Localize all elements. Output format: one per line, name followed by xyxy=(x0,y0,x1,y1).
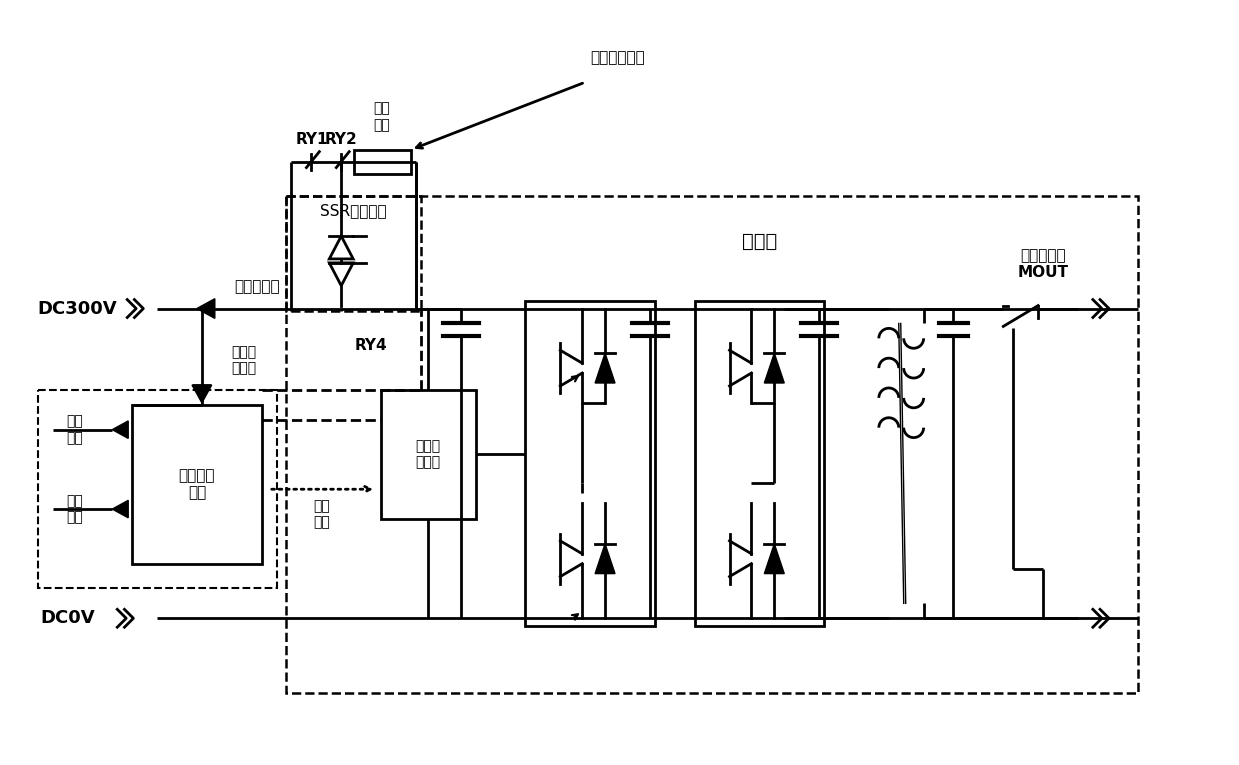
Bar xyxy=(37,390,276,588)
Text: 主回路供电: 主回路供电 xyxy=(234,279,280,295)
Text: SSR静态开关: SSR静态开关 xyxy=(320,203,387,218)
Text: 逆变器: 逆变器 xyxy=(742,232,777,250)
Text: 启动
操作: 启动 操作 xyxy=(66,415,83,444)
Text: 停止
操作: 停止 操作 xyxy=(66,494,83,524)
Text: DC300V: DC300V xyxy=(37,300,118,317)
Polygon shape xyxy=(113,500,128,518)
Text: RY1: RY1 xyxy=(295,132,327,148)
Polygon shape xyxy=(113,421,128,438)
Bar xyxy=(133,405,261,564)
Bar xyxy=(286,197,421,311)
Bar xyxy=(382,390,476,519)
Text: 限流
电阻: 限流 电阻 xyxy=(374,102,390,132)
Polygon shape xyxy=(595,544,615,574)
Polygon shape xyxy=(193,385,211,401)
Text: 限流电阻通路: 限流电阻通路 xyxy=(590,50,644,65)
Polygon shape xyxy=(764,353,784,383)
Polygon shape xyxy=(192,385,212,403)
Text: DC0V: DC0V xyxy=(40,609,95,627)
Text: 信号
回传: 信号 回传 xyxy=(313,499,330,529)
Text: 控制回
路供电: 控制回 路供电 xyxy=(232,345,256,376)
Bar xyxy=(354,150,411,174)
Text: RY2: RY2 xyxy=(325,132,358,148)
Polygon shape xyxy=(595,353,615,383)
Bar xyxy=(525,301,655,627)
Text: 启动停止
电路: 启动停止 电路 xyxy=(178,468,216,500)
Text: 逆变控
制电路: 逆变控 制电路 xyxy=(415,439,440,470)
Polygon shape xyxy=(764,544,784,574)
Bar xyxy=(695,301,824,627)
Text: 输出接触器
MOUT: 输出接触器 MOUT xyxy=(1017,248,1068,280)
Polygon shape xyxy=(197,298,214,318)
Bar xyxy=(286,197,1137,693)
Text: RY4: RY4 xyxy=(354,338,388,353)
